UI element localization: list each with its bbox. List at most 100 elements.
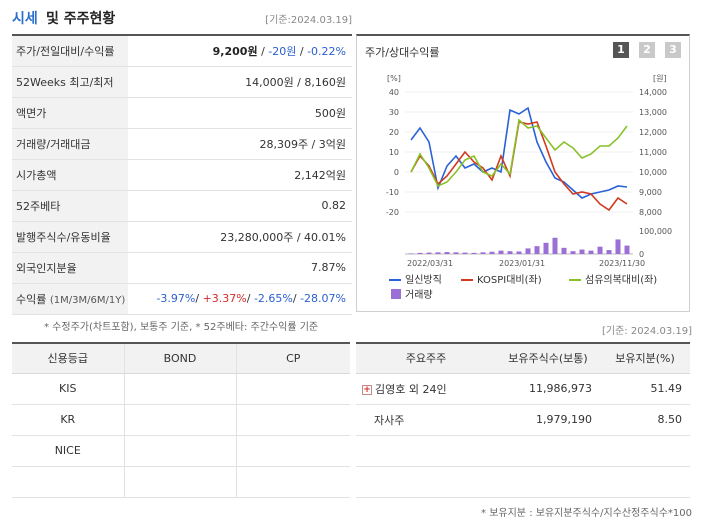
shares-cell: 1,979,190: [496, 404, 600, 436]
bond-cell: [124, 404, 237, 436]
y-left-tick-label: 40: [389, 88, 399, 97]
holder-name-cell: [356, 466, 496, 498]
volume-bar: [507, 251, 513, 254]
left-unit-label: [%]: [387, 74, 401, 83]
volume-bar: [516, 251, 522, 254]
volume-bar: [552, 237, 558, 254]
col-header: 신용등급: [12, 343, 125, 374]
footnote: * 수정주가(차트포함), 보통주 기준, * 52주베타: 주간수익률 기준: [44, 322, 319, 333]
expand-plus-icon[interactable]: +: [362, 384, 372, 395]
table-row: 발행주식수/유동비율 23,280,000주 / 40.01%: [12, 221, 352, 253]
relative-return-chart: 주가/상대수익률 1 2 3 [%] [원] 40 30 20 10 0 -10 -20 14,0…: [356, 34, 690, 312]
as-of-date: [기준:2024.03.19]: [265, 15, 352, 26]
volume-bar: [615, 239, 621, 254]
bond-cell: [124, 466, 237, 498]
chart-page-3-button[interactable]: 3: [665, 42, 681, 58]
pct-cell: 8.50: [600, 404, 690, 436]
legend-label-2: KOSPI대비(좌): [477, 274, 542, 286]
col-header: CP: [236, 343, 350, 374]
x-tick-label: 2023/01/31: [499, 259, 545, 268]
current-price: 9,200원: [212, 44, 258, 58]
legend-label-1: 일신방직: [405, 274, 442, 286]
agency-cell: [12, 466, 125, 498]
shares-cell: [496, 435, 600, 467]
cp-cell: [236, 435, 350, 467]
series-line-2: [410, 121, 628, 212]
col-header: 보유주식수(보통): [496, 343, 600, 374]
row-value: 2,142억원: [128, 159, 352, 191]
y-left-tick-label: 30: [389, 108, 399, 117]
vol-tick-label: 100,000: [639, 227, 672, 236]
row-label: 수익률 (1M/3M/6M/1Y): [12, 283, 128, 315]
y-left-tick-label: 10: [389, 148, 399, 157]
chart-canvas: [%] [원] 40 30 20 10 0 -10 -20 14,000 13,000 12,000 1…: [386, 74, 672, 301]
pct-cell: [600, 435, 690, 467]
volume-bar: [453, 252, 459, 254]
table-row: KIS: [12, 373, 350, 405]
table-row: 52Weeks 최고/최저 14,000원 / 8,160원: [12, 66, 352, 98]
row-label: 거래량/거래대금: [12, 128, 128, 160]
table-row: 외국인지분율 7.87%: [12, 252, 352, 284]
y-right-tick-label: 12,000: [639, 128, 667, 137]
agency-cell: NICE: [12, 435, 125, 467]
volume-bar: [462, 252, 468, 254]
y-right-tick-label: 14,000: [639, 88, 667, 97]
row-value: 500원: [128, 97, 352, 129]
legend-label-3: 섬유의복대비(좌): [585, 274, 657, 286]
y-left-tick-label: -10: [386, 188, 399, 197]
legend-label-vol: 거래량: [405, 289, 433, 301]
series-line-3: [410, 118, 628, 188]
volume-bar: [624, 245, 630, 254]
row-value: 23,280,000주 / 40.01%: [128, 221, 352, 253]
volume-bar: [444, 252, 450, 254]
volume-bar: [588, 250, 594, 254]
x-tick-label: 2023/11/30: [599, 259, 645, 268]
footnote-2: * 보유지분 : 보유지분주식수/지수산정주식수*100: [481, 508, 692, 519]
legend-swatch-vol: [391, 289, 401, 299]
table-row: 수익률 (1M/3M/6M/1Y) -3.97%/ +3.37%/ -2.65%…: [12, 283, 352, 315]
table-header-row: 신용등급 BOND CP: [12, 343, 350, 374]
table-header-row: 주요주주 보유주식수(보통) 보유지분(%): [356, 343, 690, 374]
chart-page-1-button[interactable]: 1: [613, 42, 629, 58]
pct-cell: [600, 466, 690, 498]
price-rate: -0.22%: [307, 44, 346, 58]
returns-value: -3.97%/ +3.37%/ -2.65%/ -28.07%: [128, 283, 352, 315]
y-left-tick-label: -20: [386, 208, 399, 217]
y-right-tick-label: 13,000: [639, 108, 667, 117]
y-right-tick-label: 9,000: [639, 188, 662, 197]
table-row: NICE: [12, 435, 350, 467]
volume-bar: [408, 253, 414, 254]
volume-bar: [579, 249, 585, 254]
major-shareholders-table: 주요주주 보유주식수(보통) 보유지분(%) + 김영호 외 24인 11,986…: [356, 342, 690, 498]
y-right-tick-label: 10,000: [639, 168, 667, 177]
bond-cell: [124, 373, 237, 405]
y-right-tick-label: 8,000: [639, 208, 662, 217]
x-tick-label: 2022/03/31: [407, 259, 453, 268]
row-value: 0.82: [128, 190, 352, 222]
cp-cell: [236, 404, 350, 436]
agency-cell: KIS: [12, 373, 125, 405]
volume-bar: [570, 251, 576, 254]
volume-bar: [498, 250, 504, 254]
row-label: 주가/전일대비/수익률: [12, 35, 128, 67]
agency-cell: KR: [12, 404, 125, 436]
y-left-tick-label: 0: [394, 168, 399, 177]
table-row: 시가총액 2,142억원: [12, 159, 352, 191]
chart-page-2-button[interactable]: 2: [639, 42, 655, 58]
shares-cell: [496, 466, 600, 498]
table-row: [356, 435, 690, 467]
col-header: BOND: [124, 343, 237, 374]
holder-name-cell: 자사주: [356, 404, 496, 436]
row-label: 액면가: [12, 97, 128, 129]
cp-cell: [236, 466, 350, 498]
volume-bar: [561, 247, 567, 254]
cp-cell: [236, 373, 350, 405]
table-row: 52주베타 0.82: [12, 190, 352, 222]
col-header: 주요주주: [356, 343, 496, 374]
table-row: 액면가 500원: [12, 97, 352, 129]
volume-bar: [426, 252, 432, 254]
volume-bar: [417, 252, 423, 254]
row-value: 28,309주 / 3억원: [128, 128, 352, 160]
table-row: [356, 466, 690, 498]
volume-bar: [435, 252, 441, 254]
